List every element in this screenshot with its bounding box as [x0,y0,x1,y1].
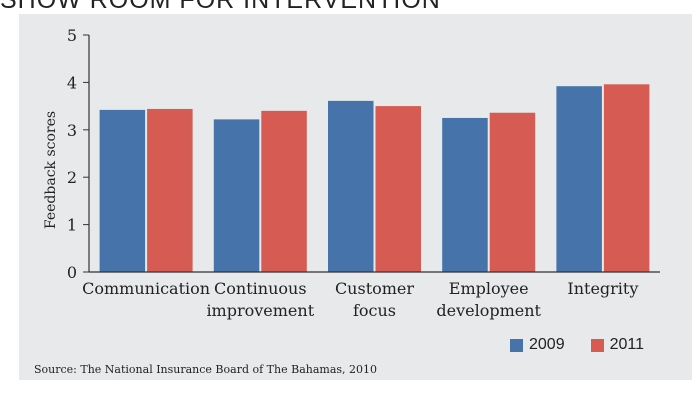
legend-swatch-2009 [510,338,523,352]
legend-label-2011: 2011 [609,336,644,353]
y-axis-label: Feedback scores [43,110,59,230]
bar-2011-4 [603,84,650,273]
legend-swatch-2011 [590,338,604,352]
x-category-label: Integrity [567,279,638,298]
chart-title: SHOW ROOM FOR INTERVENTION [0,0,441,14]
bar-2009-3 [442,117,488,272]
chart-bars [99,84,650,273]
bar-2011-3 [489,112,536,273]
chart-axes [88,35,660,273]
y-tick-label: 2 [67,168,77,187]
y-axis-ticks: 0 1 2 3 4 5 [67,26,89,282]
x-category-label: improvement [206,301,314,320]
legend-item-2009: 2009 [510,336,565,354]
y-tick-label: 5 [67,26,77,45]
x-category-label: Employee [449,279,529,298]
y-tick-label: 3 [67,121,77,140]
y-tick-label: 1 [67,216,77,235]
bar-2011-2 [375,106,421,272]
x-category-label: Communication [82,279,210,298]
bar-2009-0 [99,109,146,272]
x-category-label: focus [353,301,396,320]
source-note: Source: The National Insurance Board of … [34,363,378,376]
legend-item-2011: 2011 [590,336,644,354]
bar-2011-0 [147,108,193,272]
bar-2011-1 [261,110,307,272]
x-category-label: Customer [335,279,414,298]
legend-label-2009: 2009 [529,336,565,353]
x-category-label: Continuous [214,279,306,298]
x-category-label: development [436,301,541,320]
bar-2009-1 [213,119,260,272]
y-tick-label: 4 [67,73,77,92]
chart-legend: 2009 2011 [510,336,670,354]
bar-2009-2 [328,100,374,272]
y-tick-label: 0 [67,263,77,282]
x-axis-categories: Communication Continuous improvement Custom… [82,279,638,320]
bar-2009-4 [556,86,602,272]
